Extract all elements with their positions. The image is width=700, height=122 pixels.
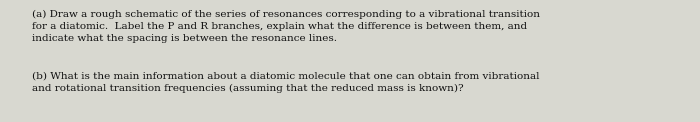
Text: (b) What is the main information about a diatomic molecule that one can obtain f: (b) What is the main information about a… [32,72,540,93]
Text: (a) Draw a rough schematic of the series of resonances corresponding to a vibrat: (a) Draw a rough schematic of the series… [32,10,540,43]
